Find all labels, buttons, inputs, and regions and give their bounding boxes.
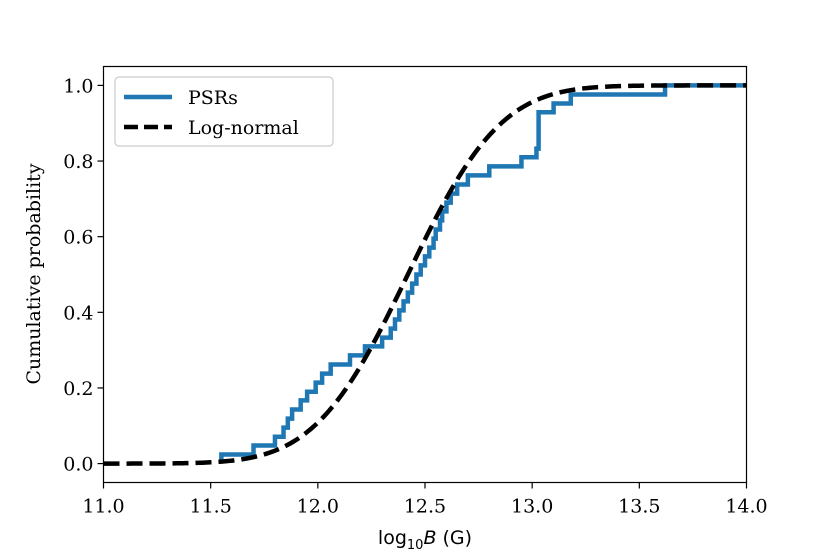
x-axis-label-unit: (G) [436, 527, 472, 549]
x-tick-label: 14.0 [725, 496, 767, 518]
x-axis-ticks: 11.0 11.5 12.0 12.5 13.0 13.5 14.0 [82, 482, 768, 518]
x-tick-label: 12.5 [404, 496, 446, 518]
legend-lognormal-label: Log-normal [188, 117, 299, 139]
x-tick-label: 12.0 [297, 496, 339, 518]
x-axis-label: log10B (G) [378, 527, 472, 553]
y-tick-label: 0.8 [63, 151, 93, 173]
plot-lines [103, 83, 747, 466]
x-axis-label-prefix: log [378, 527, 407, 549]
y-axis-ticks: 0.0 0.2 0.4 0.6 0.8 1.0 [63, 75, 104, 476]
psrs-step-line [219, 83, 747, 464]
x-tick-label: 13.5 [618, 496, 660, 518]
legend-psrs-label: PSRs [188, 87, 238, 109]
lognormal-cdf-line [103, 83, 747, 466]
x-tick-label: 11.5 [190, 496, 232, 518]
x-tick-label: 11.0 [82, 496, 124, 518]
x-tick-label: 13.0 [511, 496, 553, 518]
y-tick-label: 0.6 [63, 227, 93, 249]
legend: PSRs Log-normal [114, 76, 334, 147]
y-tick-label: 1.0 [63, 75, 93, 97]
x-axis-label-subscript: 10 [407, 538, 424, 553]
y-tick-label: 0.2 [63, 378, 93, 400]
y-tick-label: 0.0 [63, 454, 93, 476]
x-axis-label-variable: B [423, 527, 436, 549]
y-tick-label: 0.4 [63, 302, 93, 324]
y-axis-label: Cumulative probability [23, 163, 45, 384]
